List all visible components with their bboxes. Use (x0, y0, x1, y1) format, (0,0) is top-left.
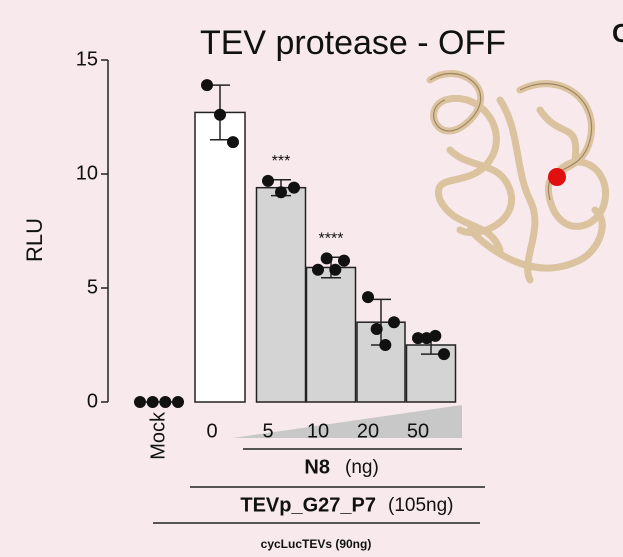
data-point (338, 254, 350, 267)
construct-label: TEVp_G27_P7 (240, 494, 376, 516)
significance: *** (272, 153, 291, 170)
data-point (429, 329, 442, 342)
data-point (438, 348, 450, 361)
construct-amount: (105ng) (388, 495, 454, 516)
protein-structure (426, 70, 609, 284)
bar (305, 266, 357, 403)
panel-letter: C (612, 18, 623, 48)
significance: **** (319, 230, 344, 247)
data-point (134, 396, 146, 408)
bar (194, 111, 246, 403)
x-tick-label: 5 (262, 420, 273, 442)
y-axis-label: RLU (22, 218, 47, 262)
x-tick-label: 50 (407, 420, 429, 442)
x-tick-label: 0 (206, 420, 217, 442)
bar (356, 321, 406, 403)
active-site (548, 168, 566, 186)
x-tick-label: Mock (147, 411, 169, 460)
gradient-wedge (232, 405, 462, 438)
data-point (172, 396, 184, 408)
y-tick-label: 0 (87, 390, 98, 412)
data-point (379, 339, 392, 351)
data-point (227, 136, 239, 149)
substrate-label: cycLucTEVs (90ng) (261, 537, 372, 551)
data-point (288, 181, 300, 194)
data-point (388, 316, 400, 329)
data-point (275, 186, 287, 199)
data-point (214, 108, 226, 121)
data-point (412, 332, 424, 345)
data-point (201, 79, 213, 92)
data-point (159, 396, 172, 408)
y-tick-label: 10 (76, 162, 98, 184)
n8-unit: (ng) (345, 457, 379, 478)
data-point (362, 291, 374, 304)
chart-title: TEV protease - OFF (200, 24, 506, 62)
data-point (329, 263, 342, 276)
data-point (370, 323, 383, 336)
n8-label: N8 (304, 456, 330, 478)
y-tick-label: 5 (87, 276, 98, 298)
data-point (312, 263, 324, 276)
bar (255, 186, 307, 403)
x-tick-label: 10 (307, 420, 329, 442)
data-point (262, 174, 274, 187)
data-point (146, 396, 159, 408)
data-point (320, 252, 333, 265)
x-tick-label: 20 (357, 420, 379, 442)
y-tick-label: 15 (76, 48, 98, 70)
